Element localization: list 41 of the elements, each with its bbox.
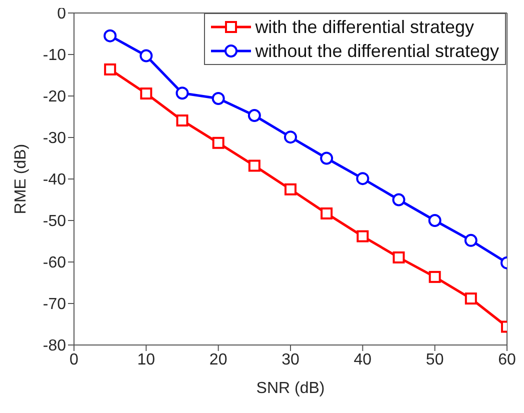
y-tick-label: -80: [42, 338, 66, 355]
point: [392, 193, 406, 206]
point: [356, 230, 369, 242]
x-tick-label: 10: [137, 351, 156, 368]
x-tick-label: 30: [282, 351, 300, 368]
point: [104, 63, 116, 76]
y-tick-label: -30: [42, 130, 66, 148]
point: [320, 152, 334, 165]
x-tick-label: 20: [209, 351, 228, 368]
point: [284, 183, 296, 196]
point: [176, 86, 189, 100]
x-tick-label: 60: [498, 351, 516, 368]
point: [104, 29, 117, 42]
point: [176, 114, 188, 126]
point: [464, 234, 478, 247]
x-tick-label: 40: [354, 351, 372, 368]
y-tick-label: -70: [42, 296, 66, 314]
y-tick-label: -10: [42, 47, 66, 64]
point: [284, 130, 297, 144]
point: [140, 49, 153, 62]
x-tick-label: 50: [426, 351, 444, 368]
point: [428, 270, 441, 283]
y-tick-label: -40: [42, 172, 66, 189]
point: [212, 92, 225, 105]
y-tick-label: -50: [42, 213, 66, 230]
legend-label: without the differential strategy: [255, 40, 499, 63]
y-tick-label: -20: [42, 88, 66, 106]
x-axis-title: SNR (dB): [256, 380, 325, 397]
point: [212, 136, 224, 149]
point: [140, 88, 152, 100]
legend-label: with the differential strategy: [255, 16, 474, 39]
point: [248, 109, 261, 122]
point: [320, 207, 333, 220]
point: [248, 160, 260, 172]
point: [392, 251, 405, 264]
y-tick-label: -60: [42, 254, 66, 272]
point: [428, 214, 442, 227]
y-axis-title: RME (dB): [12, 144, 30, 214]
point: [464, 292, 477, 305]
x-tick-label: 0: [70, 351, 79, 368]
point: [356, 172, 370, 186]
